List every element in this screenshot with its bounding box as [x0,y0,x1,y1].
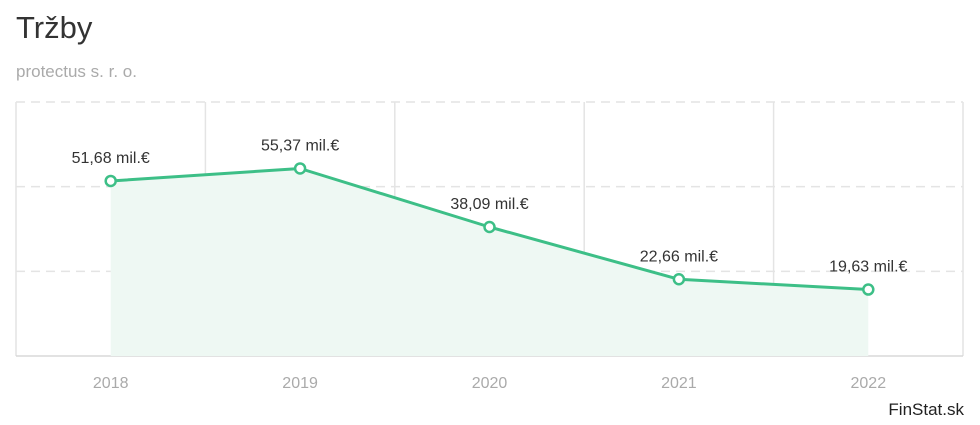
x-tick-2021: 2021 [661,375,697,392]
data-point-2020 [483,220,496,234]
data-label-2022: 19,63 mil.€ [829,259,907,276]
data-point-2021 [672,273,686,286]
data-label-2021: 22,66 mil.€ [640,248,718,265]
area-fill [110,168,869,356]
data-label-2018: 51,68 mil.€ [72,150,150,167]
data-point-2022 [862,283,875,296]
data-point-2019 [293,162,307,175]
x-tick-2022: 2022 [851,375,887,392]
data-label-2019: 55,37 mil.€ [261,137,339,154]
data-points [104,162,875,296]
data-label-2020: 38,09 mil.€ [450,196,528,213]
data-point-2018 [104,174,117,188]
x-axis-ticks: 2018 2019 2020 2021 2022 [93,375,886,392]
x-tick-2018: 2018 [93,375,129,392]
x-tick-2019: 2019 [282,375,318,392]
x-tick-2020: 2020 [472,375,508,392]
company-name: protectus s. r. o. [16,62,137,81]
chart-title: Tržby [16,10,93,45]
data-labels: 51,68 mil.€ 55,37 mil.€ 38,09 mil.€ 22,66 m… [72,137,908,275]
finstat-brand[interactable]: FinStat.sk [888,400,964,419]
